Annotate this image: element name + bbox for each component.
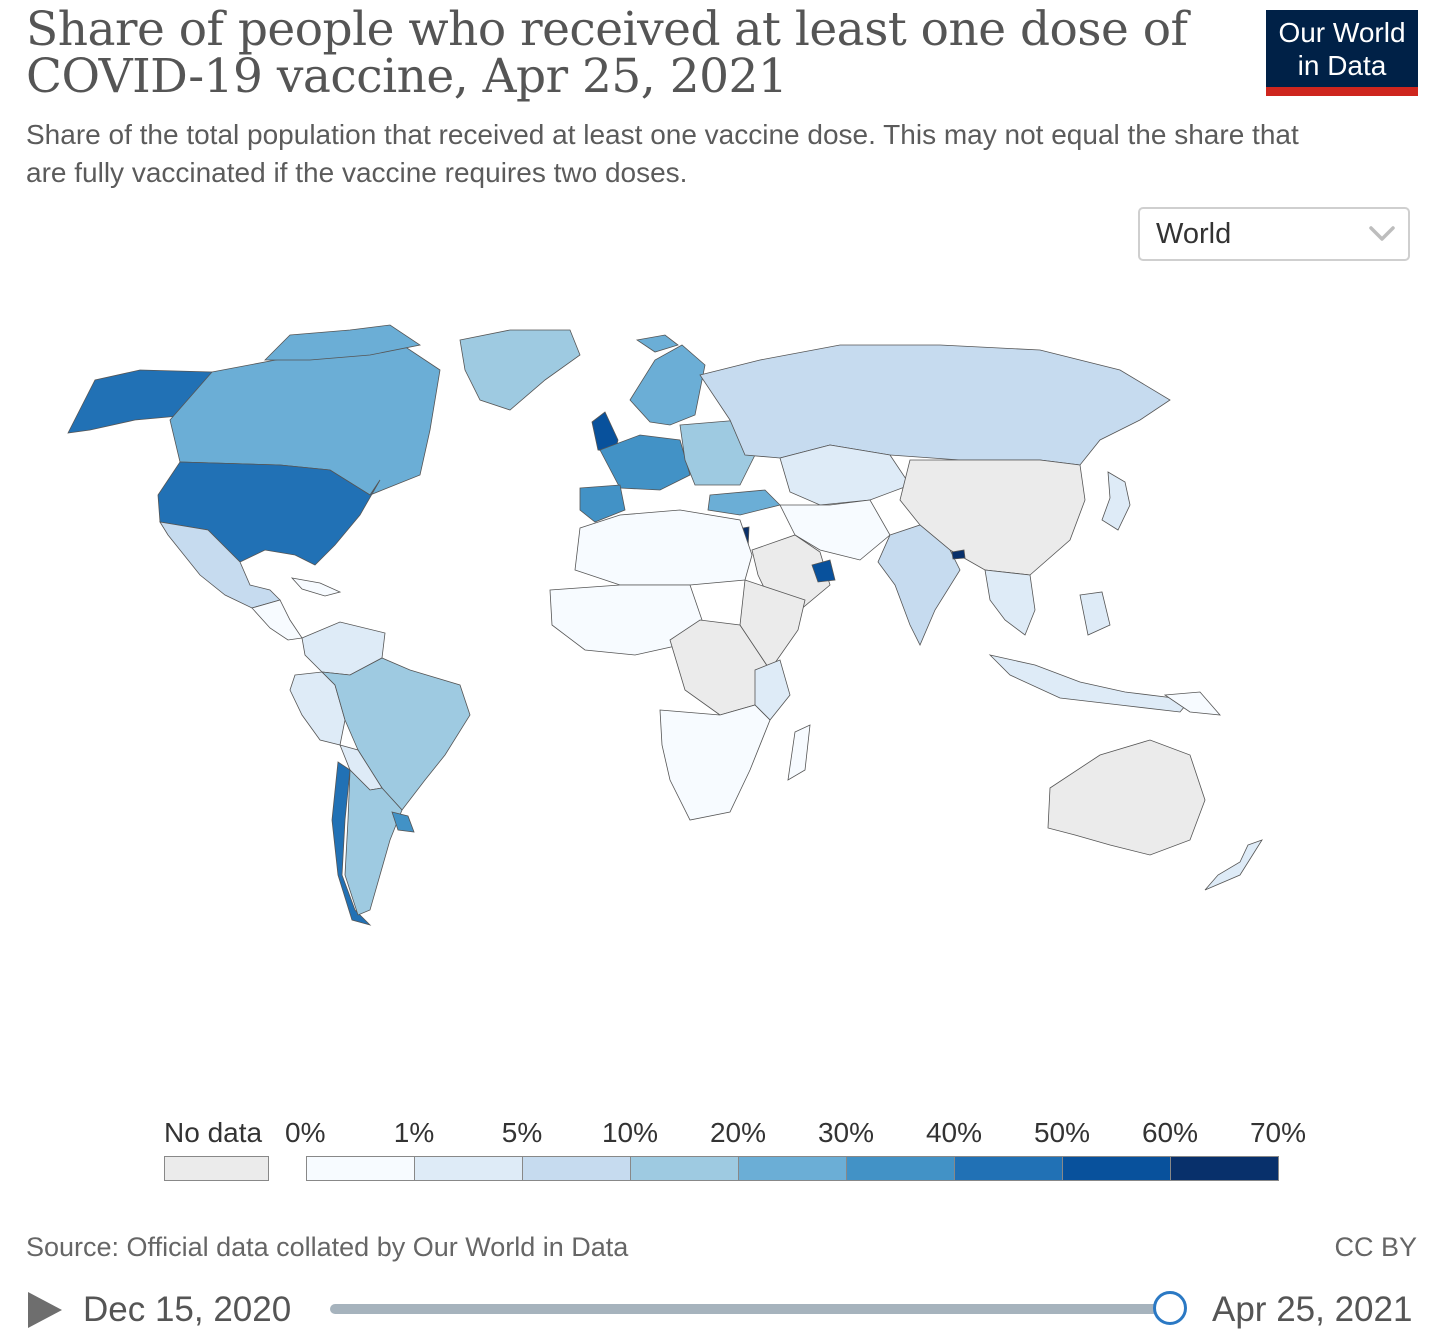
map-region-east-africa[interactable]: [754, 659, 791, 721]
map-region-turkey[interactable]: [707, 489, 781, 516]
legend-swatch[interactable]: [1062, 1156, 1171, 1181]
chevron-down-icon: [1369, 226, 1395, 241]
map-region-new-zealand[interactable]: [1204, 839, 1263, 891]
logo-line-2: in Data: [1297, 50, 1387, 81]
legend-tick-label: 70%: [1249, 1117, 1307, 1148]
timeline-start-date[interactable]: Dec 15, 2020: [83, 1290, 292, 1329]
legend-tick-label: 1%: [393, 1117, 435, 1148]
chart-title: Share of people who received at least on…: [26, 2, 1188, 104]
source-note: Source: Official data collated by Our Wo…: [26, 1232, 629, 1262]
legend-swatch[interactable]: [846, 1156, 955, 1181]
map-region-japan[interactable]: [1101, 471, 1131, 531]
map-region-uae[interactable]: [811, 559, 836, 583]
world-map: [67, 324, 1263, 926]
legend-swatch[interactable]: [738, 1156, 847, 1181]
map-region-brazil[interactable]: [320, 657, 471, 811]
legend-tick-label: 40%: [925, 1117, 983, 1148]
map-region-argentina[interactable]: [344, 769, 403, 916]
map-region-uruguay[interactable]: [391, 811, 415, 833]
map-region-southern-africa[interactable]: [659, 704, 771, 821]
map-region-australia[interactable]: [1047, 739, 1206, 856]
logo-line-1: Our World: [1278, 17, 1406, 48]
map-region-southeast-asia[interactable]: [984, 569, 1036, 636]
map-region-caribbean[interactable]: [290, 577, 342, 597]
map-region-scandinavia[interactable]: [629, 344, 706, 426]
legend-tick-label: 60%: [1141, 1117, 1199, 1148]
map-region-iceland[interactable]: [635, 334, 679, 353]
region-selector-value: World: [1156, 218, 1232, 250]
timeline-handle[interactable]: [1153, 1291, 1187, 1325]
legend-swatch[interactable]: [306, 1156, 415, 1181]
map-region-central-america[interactable]: [251, 599, 303, 641]
legend-no-data-swatch[interactable]: [164, 1156, 269, 1181]
legend-tick-label: 20%: [709, 1117, 767, 1148]
legend-tick-label: 50%: [1033, 1117, 1091, 1148]
legend-swatch[interactable]: [630, 1156, 739, 1181]
legend-tick-label: 5%: [501, 1117, 543, 1148]
legend-no-data-label: No data: [164, 1117, 263, 1148]
map-region-bhutan[interactable]: [951, 549, 966, 560]
chart-subtitle: Share of the total population that recei…: [26, 119, 1299, 188]
legend-swatch[interactable]: [414, 1156, 523, 1181]
legend-tick-label: 0%: [285, 1117, 326, 1148]
map-region-iberia[interactable]: [579, 484, 626, 523]
map-region-horn-of-africa[interactable]: [739, 579, 806, 671]
map-region-north-africa[interactable]: [574, 509, 753, 586]
map-region-india[interactable]: [877, 524, 961, 646]
map-region-madagascar[interactable]: [787, 724, 811, 781]
map-region-central-asia[interactable]: [779, 444, 911, 506]
legend-tick-label: 30%: [817, 1117, 875, 1148]
map-region-greenland[interactable]: [459, 329, 581, 411]
map-region-indonesia[interactable]: [988, 654, 1191, 713]
owid-logo[interactable]: Our World in Data: [1266, 10, 1418, 96]
region-selector[interactable]: World: [1138, 207, 1410, 261]
color-legend: No data 0% 1% 5% 10% 20% 30% 40% 50% 60% 70%: [0, 1110, 1440, 1190]
play-icon[interactable]: [24, 1289, 64, 1331]
license-link[interactable]: CC BY: [1334, 1232, 1417, 1262]
map-region-china[interactable]: [899, 459, 1086, 576]
timeline-end-date[interactable]: Apr 25, 2021: [1212, 1290, 1413, 1329]
legend-swatch[interactable]: [522, 1156, 631, 1181]
legend-tick-label: 10%: [601, 1117, 659, 1148]
map-region-chile[interactable]: [331, 761, 372, 926]
timeline-track[interactable]: [330, 1304, 1172, 1314]
legend-swatch[interactable]: [954, 1156, 1063, 1181]
map-region-canada-islands[interactable]: [264, 324, 422, 361]
map-region-russia[interactable]: [699, 344, 1171, 466]
map-region-philippines[interactable]: [1079, 591, 1111, 636]
map-region-papua[interactable]: [1163, 691, 1221, 716]
legend-swatch[interactable]: [1170, 1156, 1279, 1181]
